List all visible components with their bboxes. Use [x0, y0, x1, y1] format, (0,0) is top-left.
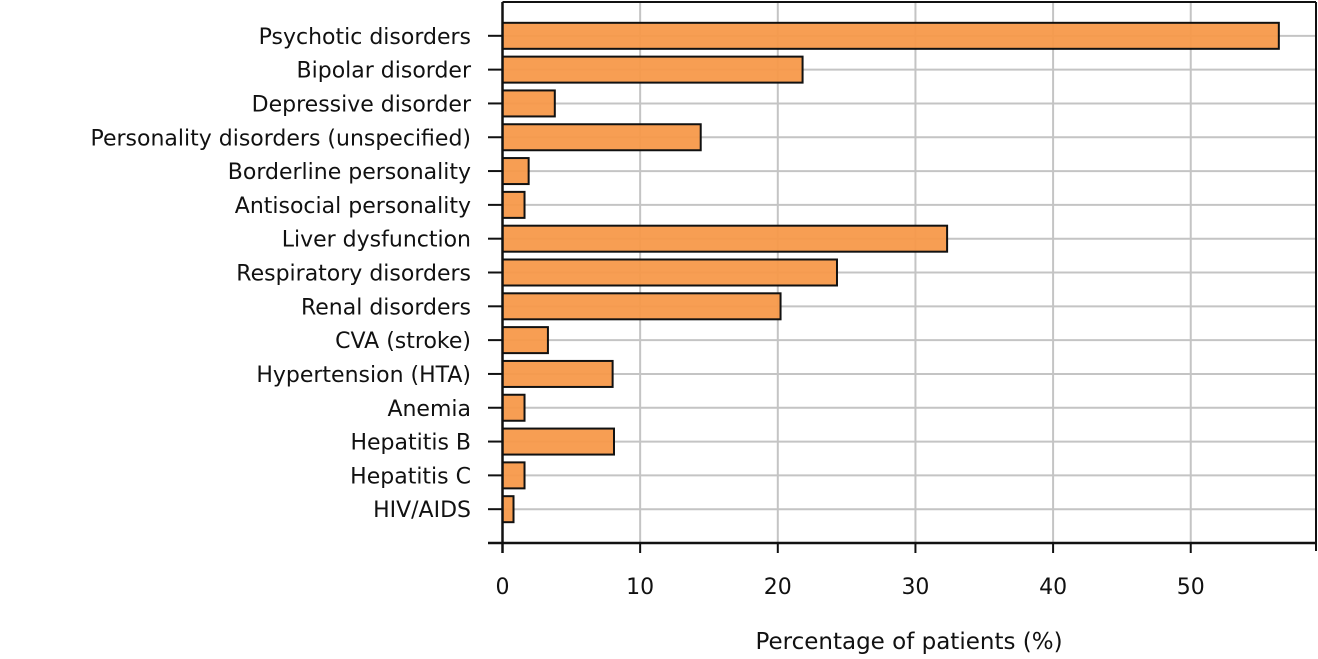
category-label: Borderline personality [228, 160, 471, 185]
bar [501, 292, 782, 321]
bar [501, 157, 530, 186]
category-label: Hepatitis C [350, 464, 471, 489]
category-label: Antisocial personality [235, 194, 471, 219]
bars [501, 21, 1280, 524]
category-label: Psychotic disorders [259, 25, 471, 50]
category-label: HIV/AIDS [373, 498, 471, 523]
bar [501, 89, 556, 118]
bar [501, 359, 614, 388]
y-axis: Psychotic disorders Bipolar disorder Depre… [90, 25, 503, 523]
x-tick-label: 10 [626, 575, 654, 600]
bar [501, 21, 1280, 50]
category-label: Hypertension (HTA) [256, 363, 471, 388]
category-label: Hepatitis B [350, 431, 471, 456]
x-tick-label: 0 [496, 575, 510, 600]
category-label: CVA (stroke) [335, 329, 471, 354]
category-label: Depressive disorder [252, 92, 472, 117]
plot-frame [488, 1, 1317, 553]
category-label: Respiratory disorders [236, 262, 471, 287]
bar [501, 55, 804, 84]
x-tick-label: 20 [764, 575, 792, 600]
bar [501, 326, 549, 355]
category-label: Renal disorders [301, 295, 471, 320]
x-axis: 0 10 20 30 40 50 [496, 543, 1205, 600]
x-tick-label: 30 [901, 575, 929, 600]
category-label: Bipolar disorder [297, 59, 472, 84]
category-label: Anemia [387, 397, 471, 422]
bar [501, 393, 526, 422]
bar [501, 190, 526, 219]
category-label: Liver dysfunction [282, 228, 471, 253]
x-tick-label: 40 [1039, 575, 1067, 600]
bar [501, 495, 515, 524]
x-tick-label: 50 [1177, 575, 1205, 600]
bar [501, 258, 838, 287]
bar [501, 123, 702, 152]
bar [501, 427, 615, 456]
bar [501, 461, 526, 490]
category-label: Personality disorders (unspecified) [90, 126, 471, 151]
x-axis-title: Percentage of patients (%) [755, 629, 1062, 655]
bar [501, 224, 949, 253]
